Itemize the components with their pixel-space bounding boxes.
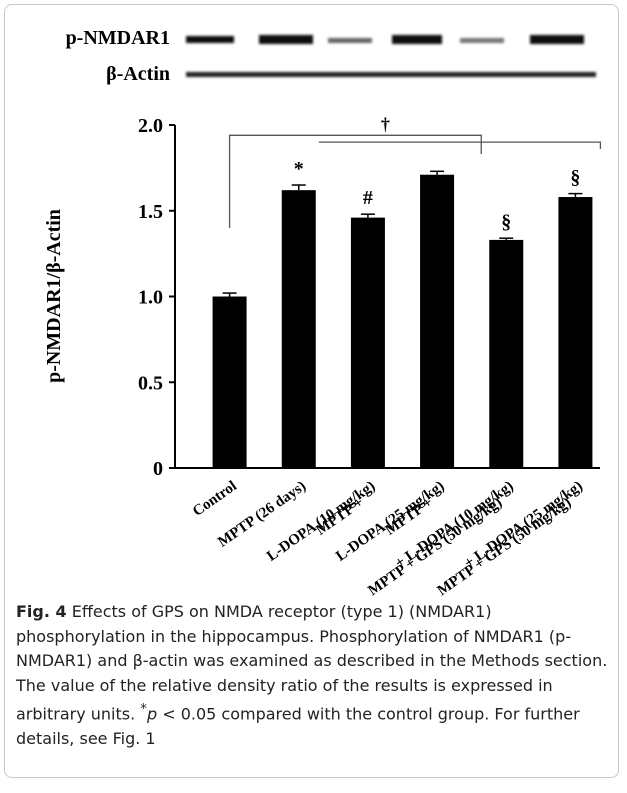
bracket-label: † <box>381 114 390 134</box>
caption-label: Fig. 4 <box>16 602 67 621</box>
caption: Fig. 4 Effects of GPS on NMDA receptor (… <box>16 600 612 751</box>
caption-italic: p <box>147 704 157 723</box>
blot-bands <box>186 35 596 77</box>
x-tick-label: Control <box>190 478 240 520</box>
y-tick-label: 2.0 <box>138 115 163 137</box>
y-tick-label: 1.5 <box>138 201 163 223</box>
y-tick-label: 0.5 <box>138 372 163 394</box>
page: p-NMDAR1 β-Actin p-NMDAR1/β-Actin 0 0.5 1.… <box>0 0 627 793</box>
y-tick-label: 0 <box>153 458 163 480</box>
y-axis-label: p-NMDAR1/β-Actin <box>43 209 65 383</box>
bar-annotation: # <box>363 187 373 209</box>
bar-annotation: § <box>501 211 511 233</box>
bar <box>213 297 247 469</box>
blot-label: p-NMDAR1 <box>66 27 170 49</box>
bar <box>489 240 523 468</box>
bar-annotation: § <box>570 167 580 189</box>
bar <box>351 218 385 468</box>
blot-label: β-Actin <box>106 63 170 85</box>
y-tick-label: 1.0 <box>138 287 163 309</box>
bracket <box>319 142 601 149</box>
bar <box>420 175 454 468</box>
bar <box>282 190 316 468</box>
bar <box>558 197 592 468</box>
caption-sup: * <box>140 702 147 717</box>
bar-annotation: * <box>294 158 304 180</box>
chart: p-NMDAR1 β-Actin p-NMDAR1/β-Actin 0 0.5 1.… <box>0 0 627 600</box>
